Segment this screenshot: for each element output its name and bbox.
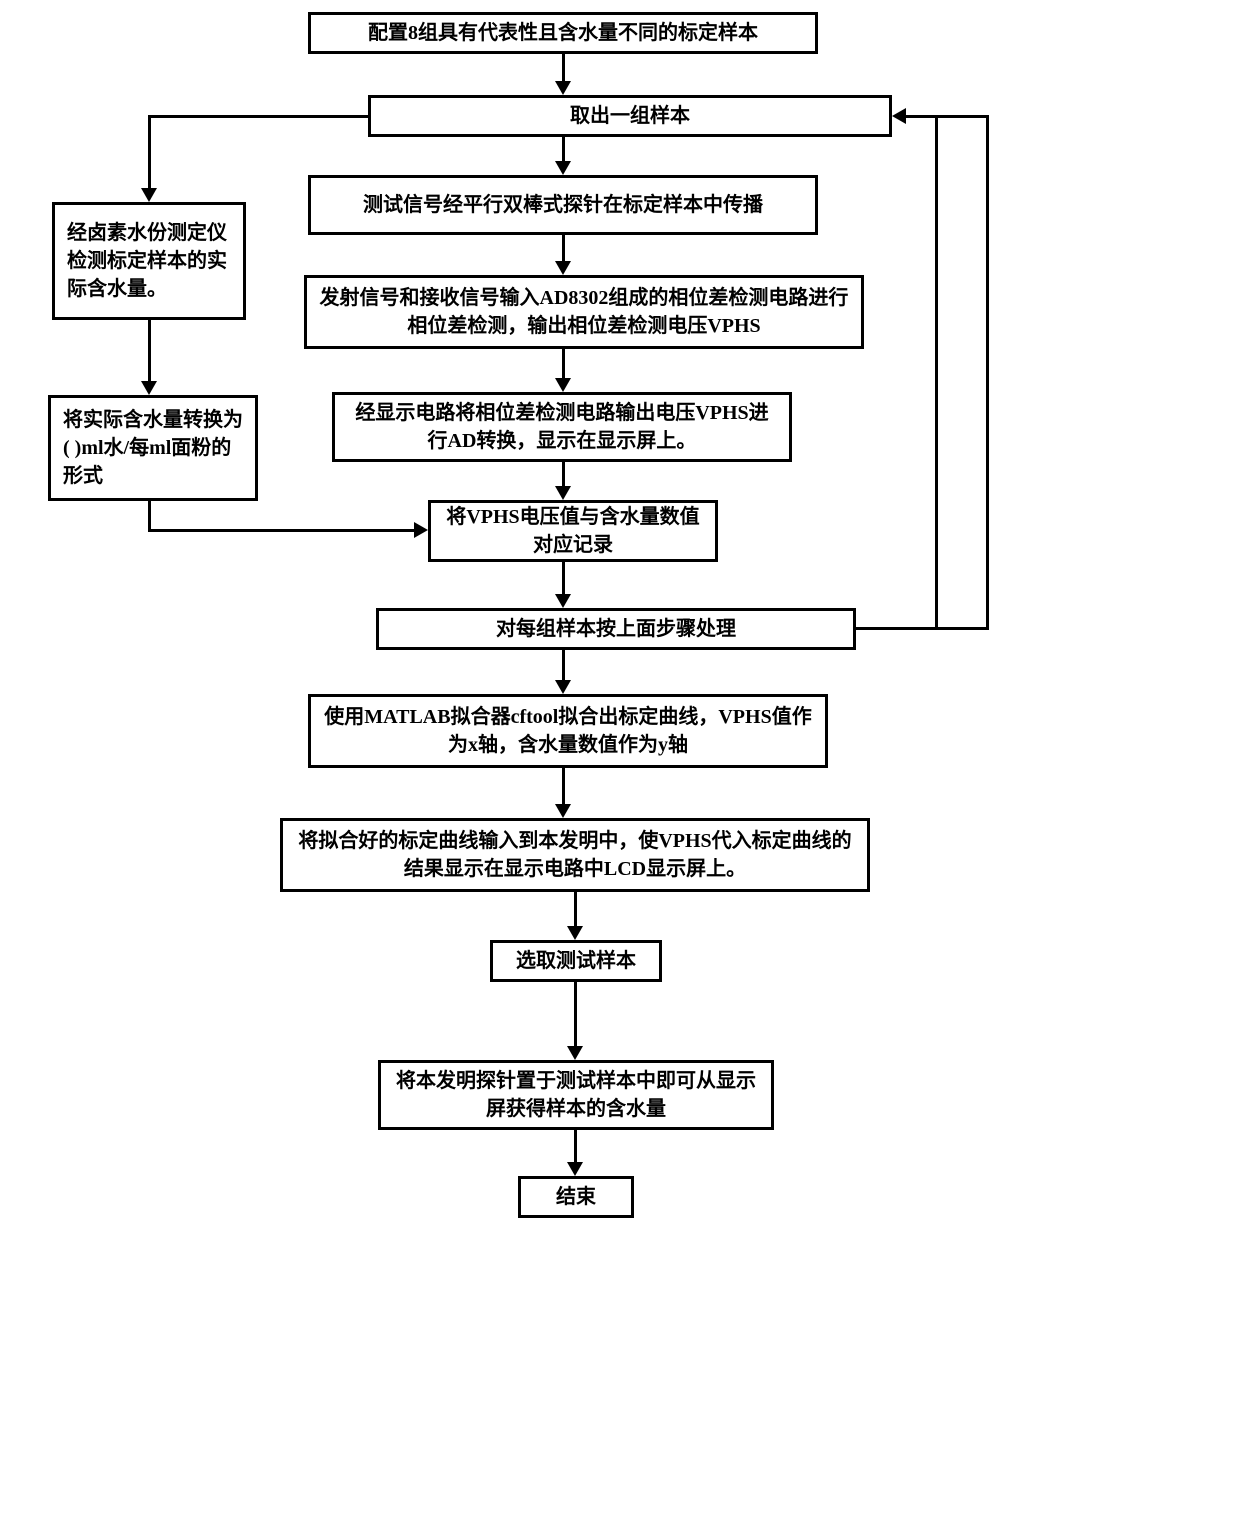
edge-n1-n2 (562, 54, 565, 83)
arrow-head-icon (555, 81, 571, 95)
node-take-sample: 取出一组样本 (368, 95, 892, 137)
arrow-head-icon (141, 381, 157, 395)
arrow-head-icon (892, 108, 906, 124)
arrow-head-icon (555, 261, 571, 275)
node-end: 结束 (518, 1176, 634, 1218)
edge-n10-n11 (574, 982, 577, 1048)
edge-loop-outer-h1 (935, 627, 989, 630)
node-halogen-detect: 经卤素水份测定仪检测标定样本的实际含水量。 (52, 202, 246, 320)
arrow-head-icon (555, 378, 571, 392)
node-convert-ml: 将实际含水量转换为( )ml水/每ml面粉的形式 (48, 395, 258, 501)
node-display-ad-convert: 经显示电路将相位差检测电路输出电压VPHS进行AD转换，显示在显示屏上。 (332, 392, 792, 462)
edge-loop-outer-h2 (935, 115, 989, 118)
node-phase-detection: 发射信号和接收信号输入AD8302组成的相位差检测电路进行相位差检测，输出相位差… (304, 275, 864, 349)
arrow-head-icon (414, 522, 428, 538)
arrow-head-icon (555, 161, 571, 175)
edge-n3-n4 (562, 235, 565, 263)
edge-loop-outer-v (986, 115, 989, 630)
arrow-head-icon (141, 188, 157, 202)
arrow-head-icon (555, 486, 571, 500)
node-input-curve: 将拟合好的标定曲线输入到本发明中，使VPHS代入标定曲线的结果显示在显示电路中L… (280, 818, 870, 892)
arrow-head-icon (567, 1162, 583, 1176)
edge-s2-n6-v (148, 501, 151, 532)
edge-n2-s1-h (148, 115, 368, 118)
node-record-values: 将VPHS电压值与含水量数值对应记录 (428, 500, 718, 562)
node-test-signal: 测试信号经平行双棒式探针在标定样本中传播 (308, 175, 818, 235)
node-select-test-sample: 选取测试样本 (490, 940, 662, 982)
arrow-head-icon (555, 680, 571, 694)
node-measure-water: 将本发明探针置于测试样本中即可从显示屏获得样本的含水量 (378, 1060, 774, 1130)
edge-loop-inner-h1 (856, 627, 938, 630)
arrow-head-icon (555, 804, 571, 818)
flowchart-container: 配置8组具有代表性且含水量不同的标定样本 取出一组样本 测试信号经平行双棒式探针… (0, 0, 1240, 1516)
edge-n2-n3 (562, 137, 565, 163)
node-matlab-fit: 使用MATLAB拟合器cftool拟合出标定曲线，VPHS值作为x轴，含水量数值… (308, 694, 828, 768)
edge-s2-n6-h (148, 529, 416, 532)
edge-n7-n8 (562, 650, 565, 682)
edge-n5-n6 (562, 462, 565, 488)
edge-n11-n12 (574, 1130, 577, 1164)
arrow-head-icon (555, 594, 571, 608)
edge-loop-inner-v (935, 115, 938, 630)
edge-loop-inner-h2 (906, 115, 938, 118)
edge-n2-s1-v (148, 115, 151, 190)
edge-n8-n9 (562, 768, 565, 806)
edge-n9-n10 (574, 892, 577, 928)
edge-s1-s2 (148, 320, 151, 383)
arrow-head-icon (567, 926, 583, 940)
edge-n4-n5 (562, 349, 565, 380)
arrow-head-icon (567, 1046, 583, 1060)
edge-n6-n7 (562, 562, 565, 596)
node-process-each-group: 对每组样本按上面步骤处理 (376, 608, 856, 650)
node-configure-samples: 配置8组具有代表性且含水量不同的标定样本 (308, 12, 818, 54)
